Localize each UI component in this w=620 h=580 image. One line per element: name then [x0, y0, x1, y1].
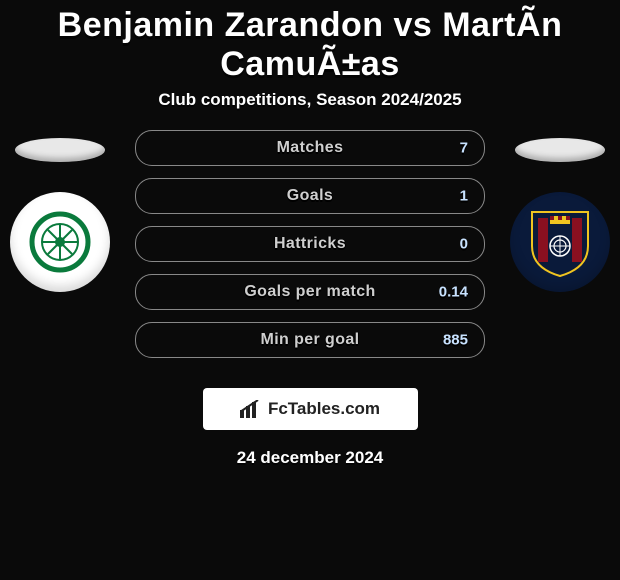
stat-value: 1 — [460, 188, 468, 205]
brand-badge[interactable]: FcTables.com — [203, 388, 418, 430]
comparison-date: 24 december 2024 — [0, 448, 620, 468]
comparison-card: Benjamin Zarandon vs MartÃ­n CamuÃ±as Cl… — [0, 0, 620, 580]
right-player-disc — [515, 138, 605, 162]
stat-row-hattricks: Hattricks 0 — [135, 226, 485, 262]
page-subtitle: Club competitions, Season 2024/2025 — [0, 90, 620, 110]
left-player-disc — [15, 138, 105, 162]
stat-label: Matches — [277, 139, 344, 157]
stat-value: 0.14 — [439, 284, 468, 301]
stat-value: 885 — [443, 332, 468, 349]
comparison-grid: Matches 7 Goals 1 Hattricks 0 Goals per … — [0, 138, 620, 378]
left-team-crest — [10, 192, 110, 292]
betis-crest-icon — [25, 207, 95, 277]
stat-label: Min per goal — [260, 331, 359, 349]
left-team-column — [0, 138, 120, 292]
stat-value: 0 — [460, 236, 468, 253]
stat-label: Goals per match — [244, 283, 375, 301]
stats-list: Matches 7 Goals 1 Hattricks 0 Goals per … — [135, 130, 485, 370]
huesca-crest-icon — [524, 206, 596, 278]
right-team-crest — [510, 192, 610, 292]
bar-chart-icon — [240, 400, 262, 418]
page-title: Benjamin Zarandon vs MartÃ­n CamuÃ±as — [0, 0, 620, 84]
stat-row-goals: Goals 1 — [135, 178, 485, 214]
stat-value: 7 — [460, 140, 468, 157]
stat-label: Goals — [287, 187, 333, 205]
stat-row-min-per-goal: Min per goal 885 — [135, 322, 485, 358]
right-team-column — [500, 138, 620, 292]
brand-label: FcTables.com — [268, 399, 380, 419]
stat-row-goals-per-match: Goals per match 0.14 — [135, 274, 485, 310]
stat-label: Hattricks — [274, 235, 346, 253]
stat-row-matches: Matches 7 — [135, 130, 485, 166]
